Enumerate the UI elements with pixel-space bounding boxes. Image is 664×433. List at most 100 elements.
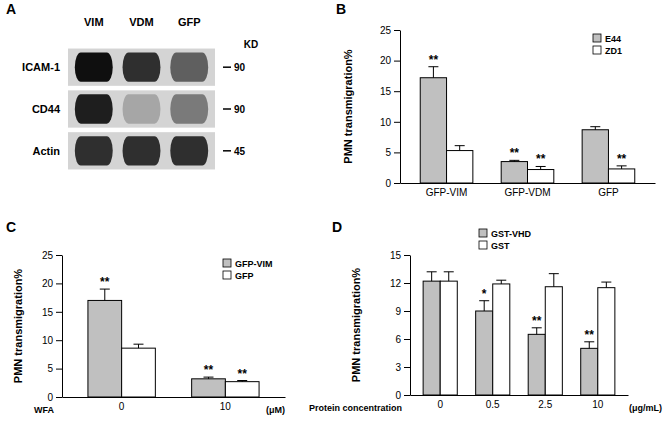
lane-label: VDM <box>129 16 153 28</box>
significance: ** <box>204 363 214 377</box>
y-tick: 25 <box>42 250 62 261</box>
band <box>123 94 161 123</box>
bar-series <box>440 272 615 395</box>
legend-label: E44 <box>605 34 621 44</box>
y-tick: 0 <box>47 392 62 403</box>
y-tick: 5 <box>47 363 62 374</box>
bar <box>122 348 156 397</box>
bar <box>420 78 446 183</box>
tick-mark <box>56 312 62 313</box>
size-label: 45 <box>234 146 246 157</box>
blot-strip <box>68 49 215 86</box>
x-tick: GFP <box>598 183 619 198</box>
bar <box>581 348 598 395</box>
error-bar <box>553 274 554 287</box>
bar <box>528 334 545 395</box>
legend-swatch <box>479 241 487 249</box>
x-axis: 00.52.510 <box>411 395 629 410</box>
significance: ** <box>585 328 595 342</box>
x-axis: 0 10 <box>63 397 286 412</box>
row-label: ICAM-1 <box>22 61 60 73</box>
error-bar <box>501 280 502 284</box>
error-bar <box>536 328 537 335</box>
tick-mark <box>56 397 62 398</box>
tick-label: GFP-VDM <box>504 187 550 198</box>
legend-label: GFP <box>235 271 254 281</box>
bar <box>582 130 608 183</box>
size-unit: KD <box>244 39 258 50</box>
error-cap <box>590 126 600 127</box>
y-tick: 10 <box>42 335 62 346</box>
row-label: Actin <box>33 145 61 157</box>
panel-label: B <box>336 1 346 17</box>
error-bar <box>459 146 460 151</box>
size-label: 90 <box>234 104 246 115</box>
y-tick: 0 <box>395 390 410 401</box>
tick-mark <box>56 283 62 284</box>
tick-mark <box>56 255 62 256</box>
error-bar <box>606 282 607 288</box>
bar <box>598 288 615 395</box>
bar <box>192 379 226 397</box>
annotations: ***** <box>482 287 594 342</box>
legend-label: GST <box>491 241 510 251</box>
y-tick: 15 <box>390 250 410 261</box>
axis-line <box>410 256 411 396</box>
error-bar <box>104 289 105 300</box>
y-tick: 15 <box>42 307 62 318</box>
tick-label: GFP <box>598 187 619 198</box>
band <box>75 136 113 165</box>
lane-label: GFP <box>178 16 201 28</box>
legend: E44ZD1 <box>593 34 622 56</box>
tick-mark <box>56 340 62 341</box>
x-tick: 0.5 <box>486 395 500 410</box>
tick-label: 5 <box>47 363 53 374</box>
row-label: CD44 <box>32 103 61 115</box>
legend-label: ZD1 <box>605 46 622 56</box>
tick-label: GFP-VIM <box>426 187 468 198</box>
band <box>170 94 208 123</box>
tick-label: 2.5 <box>538 399 552 410</box>
legend-label: GFP-VIM <box>235 259 273 269</box>
error-bar <box>448 272 449 281</box>
significance: ** <box>532 314 542 328</box>
tick-mark <box>404 395 410 396</box>
legend-swatch <box>593 34 601 42</box>
blot: VIMVDMGFPKDICAM-190CD4490Actin45 <box>22 16 258 169</box>
error-cap <box>549 273 559 274</box>
significance: ** <box>429 53 439 67</box>
tick-mark <box>394 61 400 62</box>
y-tick: 25 <box>380 25 400 36</box>
tick-label: 25 <box>380 25 392 36</box>
bar <box>528 170 554 183</box>
y-tick: 12 <box>390 278 410 289</box>
x-axis-title: Protein concentration <box>309 403 402 413</box>
error-cap <box>496 280 506 281</box>
tick-label: 10 <box>42 335 54 346</box>
x-tick: GFP-VIM <box>426 183 468 198</box>
error-cap <box>444 271 454 272</box>
panel-label: A <box>6 1 16 17</box>
y-tick: 5 <box>385 147 400 158</box>
panel-label: D <box>332 219 342 235</box>
tick-label: 10 <box>220 401 232 412</box>
bar <box>447 151 473 183</box>
significance: ** <box>100 275 110 289</box>
y-axis-title: PMN transmigration% <box>12 269 24 384</box>
error-bar <box>589 342 590 349</box>
size-label: 90 <box>234 62 246 73</box>
tick-label: 0 <box>47 392 53 403</box>
bar <box>476 311 493 395</box>
error-cap <box>133 344 143 345</box>
y-tick: 0 <box>385 178 400 189</box>
tick-label: 0 <box>119 401 125 412</box>
error-bar <box>433 67 434 78</box>
x-axis-unit: (μg/mL) <box>629 403 662 413</box>
band <box>170 136 208 165</box>
error-bar <box>138 344 139 348</box>
legend-swatch <box>223 259 231 267</box>
bar <box>88 300 122 397</box>
plot-area <box>88 289 259 397</box>
bar <box>545 287 562 395</box>
y-tick: 20 <box>380 55 400 66</box>
